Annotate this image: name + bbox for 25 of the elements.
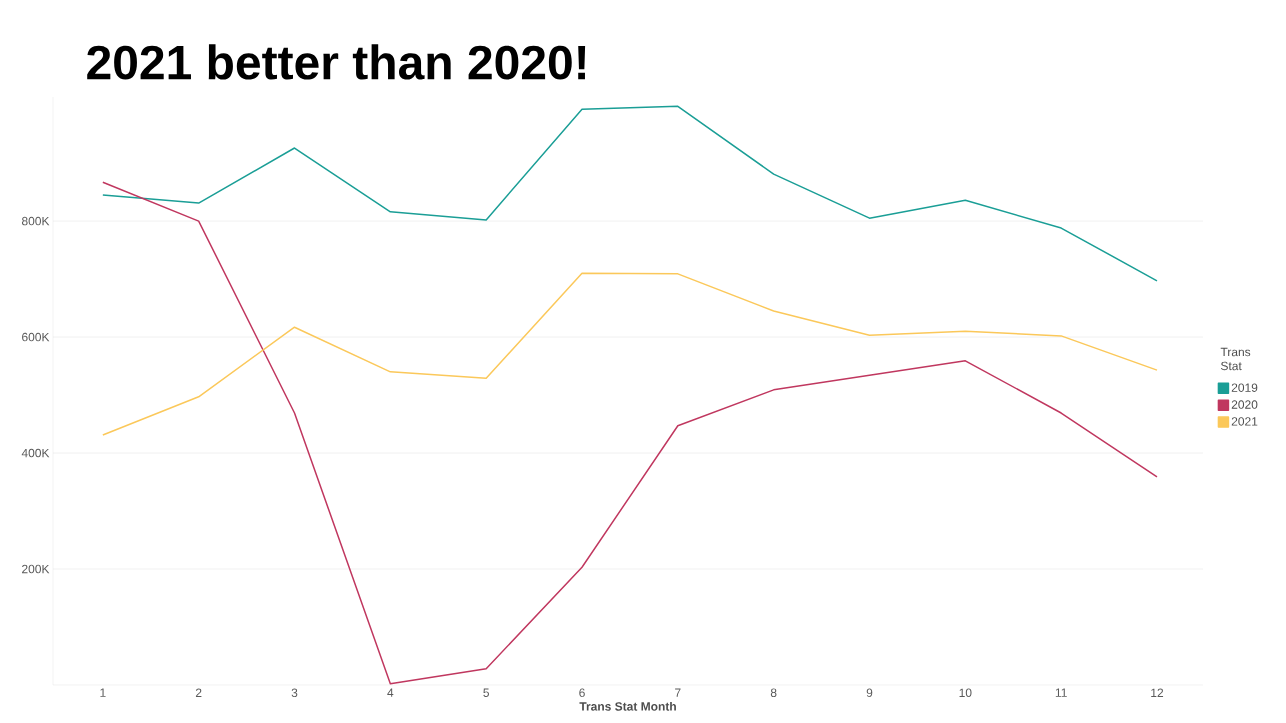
legend-label: 2020 [1231,400,1258,409]
x-tick-label: 6 [579,688,585,698]
line-series [102,105,1158,282]
x-tick-label: 2 [195,688,202,697]
x-tick-label: 8 [770,688,777,698]
legend-label: 2019 [1231,383,1258,392]
chart-title: 2021 better than 2020! [87,44,586,80]
y-tick-label: 400K [21,448,50,458]
y-tick-label: 800K [21,216,50,226]
x-tick-label: 5 [483,688,489,697]
legend-label: 2021 [1231,417,1258,426]
x-tick-label: 3 [291,688,298,698]
x-tick-label: 4 [387,688,394,697]
x-tick-label: 12 [1151,688,1164,697]
x-tick-label: 9 [866,688,873,698]
x-tick-label: 10 [959,688,972,698]
line-series [102,181,1158,685]
legend-title: Trans Stat [1220,347,1251,371]
y-tick-label: 600K [22,332,50,342]
x-axis-title: Trans Stat Month [579,701,676,711]
x-tick-label: 11 [1055,688,1067,697]
y-tick-label: 200K [22,564,50,574]
line-series [102,272,1158,436]
x-tick-label: 1 [100,688,106,697]
x-tick-label: 7 [675,688,681,697]
